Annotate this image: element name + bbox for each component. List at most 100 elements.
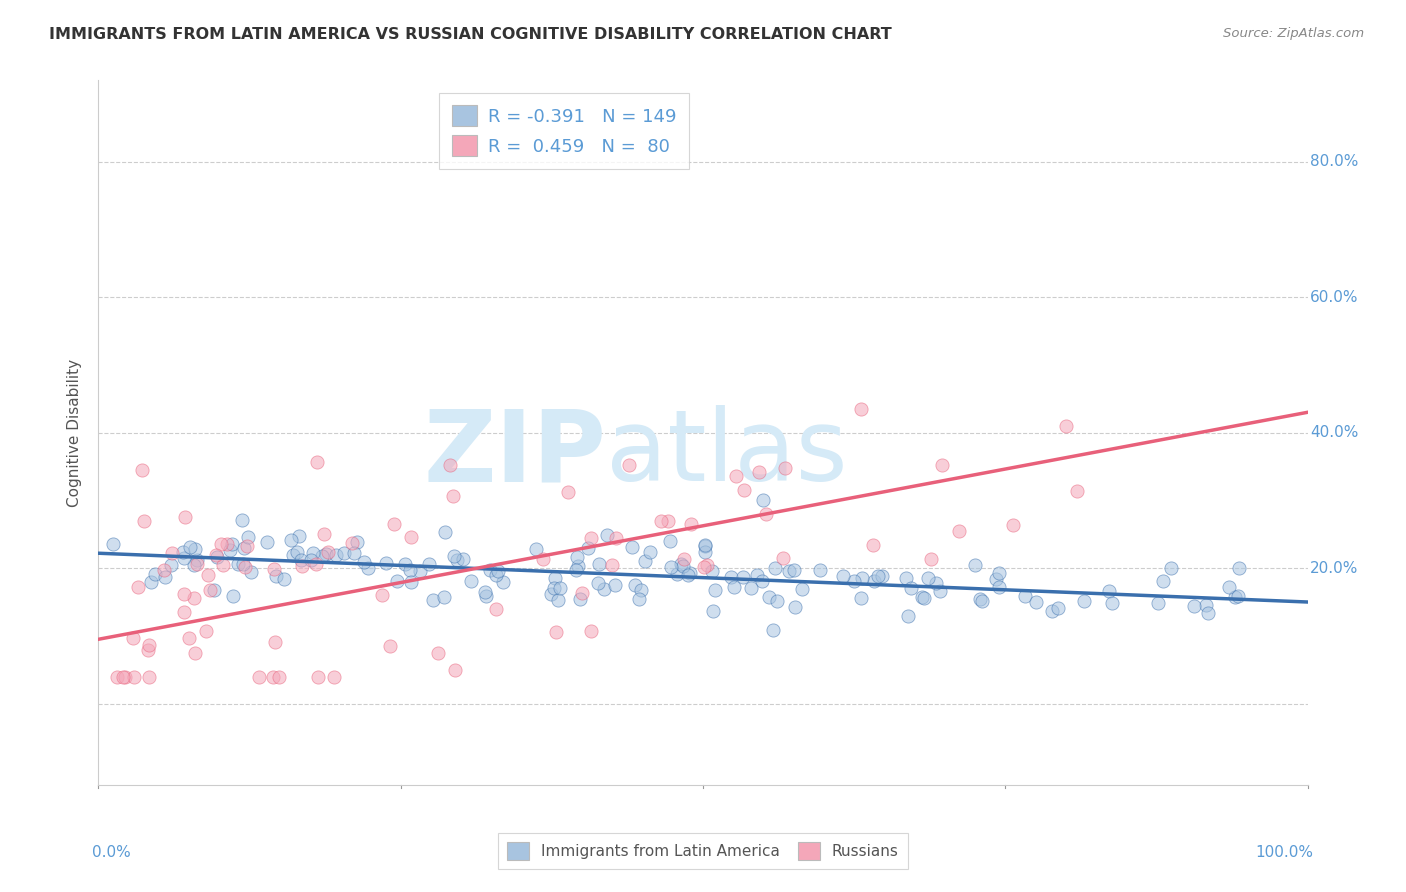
Point [844, 574, 866, 588]
Point [1147, 596, 1170, 610]
Point [340, 535, 363, 549]
Point [247, 669, 270, 683]
Point [264, 635, 287, 649]
Point [928, 584, 950, 599]
Point [676, 568, 699, 582]
Point [204, 548, 226, 562]
Point [307, 669, 329, 683]
Point [620, 540, 643, 554]
Point [1223, 590, 1246, 604]
Point [443, 663, 465, 677]
Point [870, 568, 893, 582]
Point [474, 585, 496, 599]
Point [443, 549, 465, 564]
Point [446, 553, 468, 567]
Point [987, 580, 1010, 594]
Point [139, 574, 162, 589]
Point [600, 558, 623, 572]
Point [232, 557, 254, 571]
Point [550, 581, 572, 595]
Point [567, 558, 589, 573]
Point [240, 565, 263, 579]
Point [291, 558, 314, 573]
Point [422, 592, 444, 607]
Point [382, 516, 405, 531]
Point [740, 581, 762, 595]
Point [851, 591, 873, 605]
Point [172, 545, 194, 559]
Point [868, 569, 890, 583]
Point [1101, 596, 1123, 610]
Point [159, 558, 181, 572]
Point [720, 570, 742, 584]
Point [346, 534, 368, 549]
Point [948, 524, 970, 538]
Point [186, 553, 208, 567]
Point [162, 546, 184, 560]
Point [543, 581, 565, 595]
Point [650, 514, 672, 528]
Point [1227, 589, 1250, 603]
Point [863, 574, 886, 588]
Point [969, 592, 991, 607]
Point [792, 582, 814, 597]
Point [219, 543, 242, 558]
Point [307, 455, 329, 469]
Point [492, 575, 515, 590]
Point [778, 565, 800, 579]
Point [432, 590, 454, 604]
Point [205, 549, 228, 564]
Point [748, 465, 770, 479]
Point [605, 531, 627, 545]
Point [693, 538, 716, 552]
Point [134, 514, 156, 528]
Point [281, 548, 304, 562]
Point [112, 669, 135, 683]
Point [138, 638, 160, 652]
Point [569, 591, 592, 606]
Point [371, 588, 394, 602]
Point [624, 578, 647, 592]
Point [460, 574, 482, 588]
Point [479, 564, 502, 578]
Point [832, 568, 855, 582]
Text: 20.0%: 20.0% [1310, 561, 1358, 575]
Point [579, 624, 602, 639]
Point [131, 463, 153, 477]
Point [783, 563, 806, 577]
Point [544, 624, 567, 639]
Point [547, 593, 569, 607]
Point [617, 458, 640, 472]
Point [256, 534, 278, 549]
Point [143, 566, 166, 581]
Text: IMMIGRANTS FROM LATIN AMERICA VS RUSSIAN COGNITIVE DISABILITY CORRELATION CHART: IMMIGRANTS FROM LATIN AMERICA VS RUSSIAN… [49, 27, 891, 42]
Point [1040, 604, 1063, 618]
Point [747, 567, 769, 582]
Point [638, 544, 661, 558]
Point [385, 574, 408, 588]
Point [273, 572, 295, 586]
Point [1001, 517, 1024, 532]
Point [485, 568, 508, 582]
Point [475, 589, 498, 603]
Legend: Immigrants from Latin America, Russians: Immigrants from Latin America, Russians [498, 833, 908, 869]
Point [592, 582, 614, 596]
Point [409, 564, 432, 578]
Point [772, 550, 794, 565]
Point [972, 594, 994, 608]
Point [269, 669, 291, 683]
Point [634, 554, 657, 568]
Point [766, 594, 789, 608]
Point [194, 624, 217, 638]
Point [925, 575, 948, 590]
Point [681, 516, 703, 531]
Point [808, 563, 831, 577]
Point [266, 569, 288, 583]
Point [441, 489, 464, 503]
Point [486, 564, 509, 578]
Point [184, 646, 207, 660]
Point [236, 539, 259, 553]
Point [124, 669, 146, 683]
Point [173, 605, 195, 619]
Point [177, 631, 200, 645]
